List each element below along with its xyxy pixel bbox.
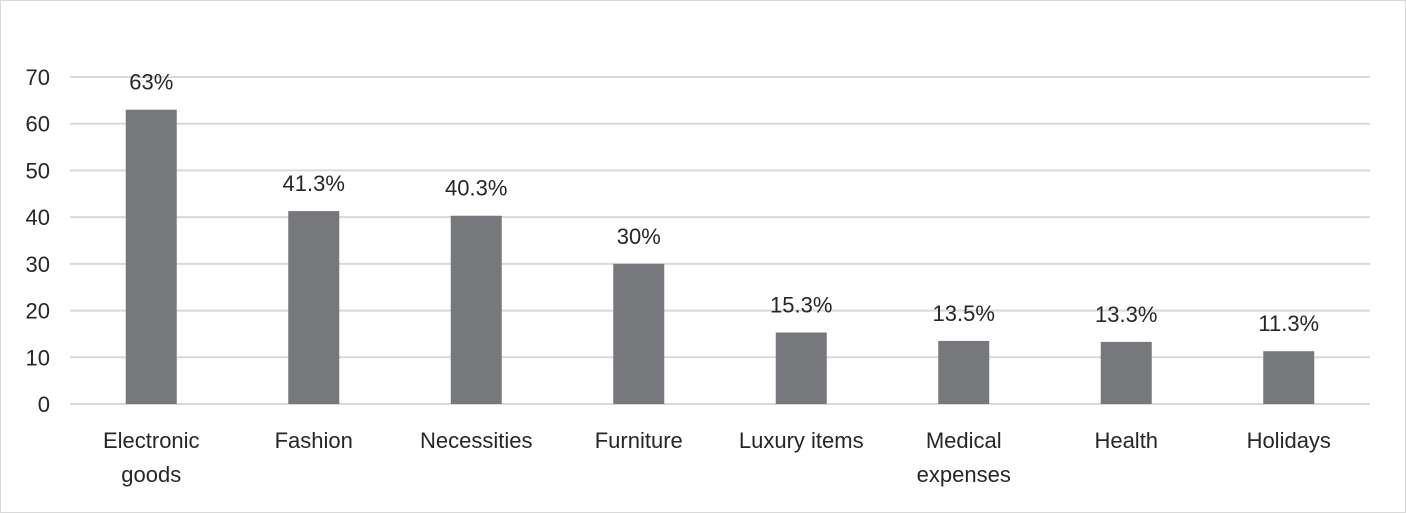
x-axis-category-labels: Electronic goods Fashion Necessities Furnitu… xyxy=(103,428,1331,487)
data-label: 40.3% xyxy=(445,176,507,201)
y-tick-label: 10 xyxy=(26,345,50,370)
category-label: Fashion xyxy=(275,428,353,453)
y-tick-label: 30 xyxy=(26,252,50,277)
category-label: Medical xyxy=(926,428,1002,453)
category-label: expenses xyxy=(917,462,1011,487)
category-label: Furniture xyxy=(595,428,683,453)
bar xyxy=(1263,351,1315,404)
y-tick-label: 20 xyxy=(26,299,50,324)
bar xyxy=(450,215,502,404)
gridlines xyxy=(70,76,1370,405)
bar xyxy=(938,340,990,404)
category-label: Holidays xyxy=(1247,428,1331,453)
y-tick-label: 50 xyxy=(26,158,50,183)
category-label: Electronic xyxy=(103,428,200,453)
bar xyxy=(1100,341,1152,404)
data-label: 13.3% xyxy=(1095,302,1157,327)
y-tick-label: 40 xyxy=(26,205,50,230)
data-label: 13.5% xyxy=(933,301,995,326)
y-tick-label: 0 xyxy=(38,392,50,417)
bar xyxy=(288,211,340,404)
bar xyxy=(775,332,827,404)
data-label: 15.3% xyxy=(770,293,832,318)
y-tick-label: 70 xyxy=(26,65,50,90)
data-label: 63% xyxy=(129,70,173,95)
data-label: 30% xyxy=(617,224,661,249)
y-tick-label: 60 xyxy=(26,112,50,137)
category-label: goods xyxy=(121,462,181,487)
data-label: 11.3% xyxy=(1258,311,1319,336)
category-label: Health xyxy=(1094,428,1158,453)
data-label: 41.3% xyxy=(283,171,345,196)
bars xyxy=(125,109,1315,404)
category-label: Luxury items xyxy=(739,428,864,453)
data-labels: 63% 41.3% 40.3% 30% 15.3% 13.5% 13.3% 11.3% xyxy=(129,70,1319,337)
bar xyxy=(613,263,665,404)
bar xyxy=(125,109,177,404)
y-axis-tick-labels: 0 10 20 30 40 50 60 70 xyxy=(26,65,50,417)
category-label: Necessities xyxy=(420,428,532,453)
